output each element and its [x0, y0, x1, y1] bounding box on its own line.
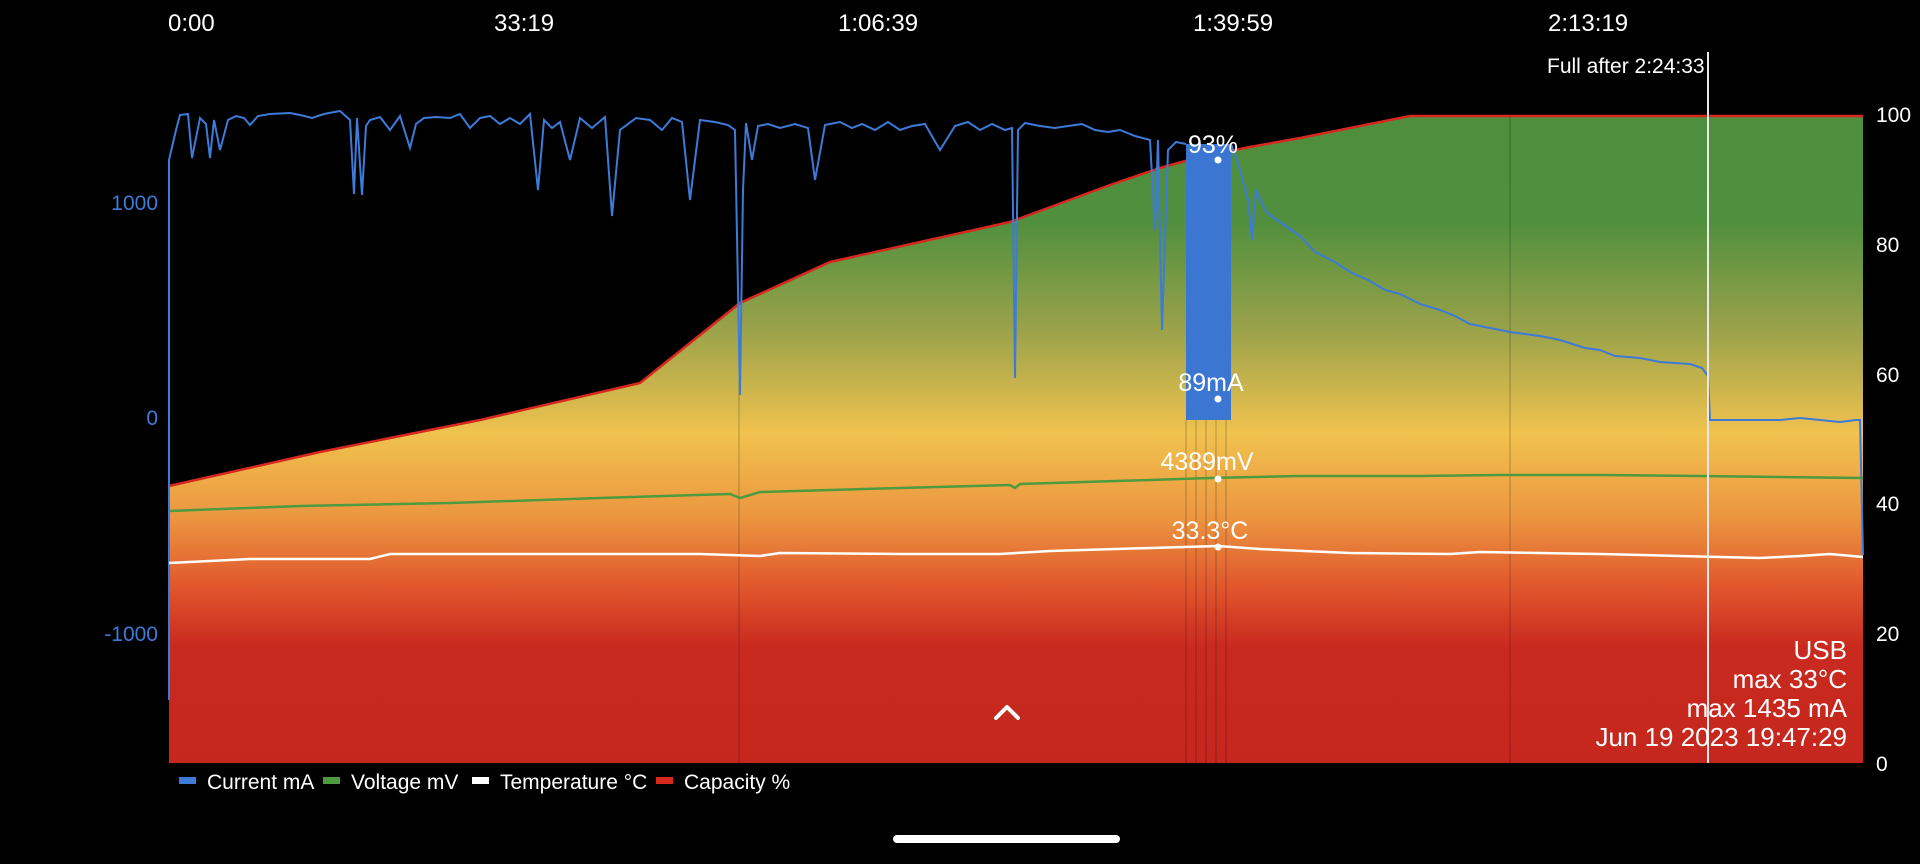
- x-tick-label: 1:39:59: [1193, 10, 1273, 37]
- legend-label-current: Current mA: [207, 771, 314, 794]
- right-tick-label: 100: [1876, 104, 1911, 127]
- gesture-navigation-bar[interactable]: [893, 835, 1120, 843]
- legend-swatch-temperature: [472, 777, 489, 784]
- x-tick-label: 33:19: [494, 10, 554, 37]
- legend-swatch-voltage: [323, 777, 340, 784]
- right-tick-label: 60: [1876, 364, 1899, 387]
- x-tick-label: 1:06:39: [838, 10, 918, 37]
- x-axis: 0:00 33:19 1:06:39 1:39:59 2:13:19: [168, 10, 1628, 37]
- legend-label-voltage: Voltage mV: [351, 771, 458, 794]
- capacity-line: [168, 114, 1863, 488]
- voltage-marker-label: 4389mV: [1160, 448, 1253, 476]
- current-marker-label: 89mA: [1178, 369, 1244, 397]
- left-axis: 1000 0 -1000: [104, 192, 158, 646]
- capacity-marker-label: 93%: [1188, 131, 1238, 159]
- left-tick-label: -1000: [104, 623, 158, 646]
- info-source: USB: [1794, 635, 1847, 665]
- left-tick-label: 1000: [111, 192, 158, 215]
- x-tick-label: 2:13:19: [1548, 10, 1628, 37]
- info-date: Jun 19 2023 19:47:29: [1595, 722, 1847, 752]
- temperature-marker-label: 33.3°C: [1172, 517, 1249, 545]
- legend: Current mA Voltage mV Temperature °C Cap…: [179, 771, 790, 794]
- temperature-marker-dot: [1214, 543, 1222, 551]
- full-after-label: Full after 2:24:33: [1547, 55, 1705, 78]
- current-marker-dot: [1214, 395, 1222, 403]
- voltage-marker-dot: [1214, 475, 1222, 483]
- legend-label-capacity: Capacity %: [684, 771, 790, 794]
- right-tick-label: 80: [1876, 234, 1899, 257]
- legend-label-temperature: Temperature °C: [500, 771, 647, 794]
- right-axis: 100 80 60 40 20 0: [1876, 104, 1911, 776]
- current-oscillation-band: [1186, 144, 1231, 420]
- temperature-line: [168, 544, 1864, 565]
- legend-swatch-capacity: [656, 777, 673, 784]
- current-line: [168, 109, 1187, 700]
- right-tick-label: 20: [1876, 623, 1899, 646]
- capacity-marker-dot: [1214, 156, 1222, 164]
- right-tick-label: 0: [1876, 753, 1888, 776]
- right-tick-label: 40: [1876, 493, 1899, 516]
- x-tick-label: 0:00: [168, 10, 215, 37]
- info-max-temp: max 33°C: [1733, 664, 1847, 694]
- capacity-area: [169, 116, 1863, 763]
- info-block: USB max 33°C max 1435 mA Jun 19 2023 19:…: [1595, 635, 1847, 752]
- expand-chevron-button[interactable]: [986, 694, 1028, 730]
- voltage-line: [168, 473, 1864, 513]
- legend-swatch-current: [179, 777, 196, 784]
- chevron-up-icon: [994, 705, 1020, 720]
- info-max-current: max 1435 mA: [1687, 693, 1848, 723]
- cursor-markers: 93% 89mA 4389mV 33.3°C: [1160, 131, 1254, 551]
- current-line-decline: [1230, 143, 1864, 556]
- left-tick-label: 0: [146, 407, 158, 430]
